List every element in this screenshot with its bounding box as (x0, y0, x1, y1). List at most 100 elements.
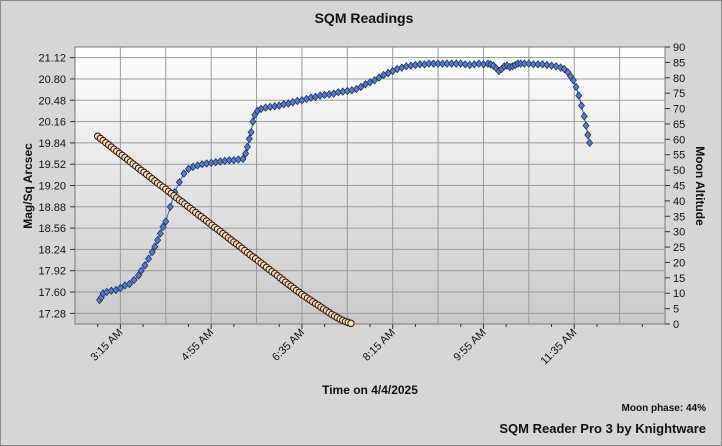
y2-axis-title: Moon Altitude (693, 146, 707, 226)
sqm-point (448, 59, 456, 68)
y-tick-label: 20.80 (38, 74, 66, 86)
y2-tick-label: 40 (673, 196, 685, 208)
y-tick-label: 18.56 (38, 223, 66, 235)
sqm-point (371, 76, 379, 85)
moon-phase-label: Moon phase: 44% (621, 403, 706, 414)
y2-tick-label: 60 (673, 134, 685, 146)
x-axis-title: Time on 4/4/2025 (322, 383, 418, 397)
sqm-point (375, 73, 383, 82)
sqm-point (569, 76, 577, 85)
x-tick-label: 9:55 AM (452, 327, 489, 364)
sqm-point (443, 59, 451, 68)
y2-tick-label: 75 (673, 88, 685, 100)
sqm-point (425, 59, 433, 68)
x-tick-label: 3:15 AM (88, 327, 125, 364)
x-tick-label: 8:15 AM (361, 327, 398, 364)
sqm-point (247, 128, 255, 137)
sqm-point (452, 59, 460, 68)
y2-tick-label: 35 (673, 211, 685, 223)
sqm-point (243, 142, 251, 152)
series-layer (93, 59, 594, 328)
sqm-point (125, 279, 133, 289)
y2-tick-label: 20 (673, 257, 685, 269)
moon-altitude-point (347, 319, 355, 328)
y2-tick-label: 90 (673, 42, 685, 54)
sqm-point (239, 154, 247, 164)
y2-tick-label: 15 (673, 273, 685, 285)
sqm-point (137, 266, 145, 275)
sqm-point (430, 59, 438, 68)
sqm-point (534, 60, 542, 69)
sqm-point (242, 149, 250, 158)
y-tick-label: 18.24 (38, 244, 66, 256)
y-tick-label: 19.84 (38, 138, 66, 150)
sqm-point (154, 235, 162, 245)
y2-tick-label: 45 (673, 181, 685, 193)
sqm-point (135, 271, 143, 280)
y-tick-label: 19.52 (38, 159, 66, 171)
sqm-point (434, 59, 442, 68)
y2-tick-label: 10 (673, 288, 685, 300)
sqm-point (145, 254, 153, 263)
y-tick-label: 17.28 (38, 308, 66, 320)
sqm-point (582, 121, 590, 130)
y2-tick-label: 70 (673, 104, 685, 116)
sqm-point (475, 59, 483, 68)
y-tick-label: 19.20 (38, 181, 66, 193)
sqm-point (548, 61, 556, 70)
y2-tick-label: 80 (673, 73, 685, 85)
y2-tick-label: 50 (673, 165, 685, 177)
x-tick-label: 6:35 AM (270, 327, 307, 364)
sqm-point (166, 202, 174, 212)
y2-tick-label: 5 (673, 304, 679, 316)
sqm-point (116, 283, 124, 293)
y-tick-label: 17.60 (38, 287, 66, 299)
sqm-point (245, 134, 253, 144)
sqm-point (543, 60, 551, 70)
sqm-point (141, 261, 149, 270)
y2-tick-label: 55 (673, 150, 685, 162)
sqm-point (572, 82, 580, 92)
sqm-point (162, 217, 170, 226)
sqm-point (130, 275, 138, 285)
y2-tick-label: 30 (673, 227, 685, 239)
sqm-point (525, 59, 533, 68)
sqm-point (457, 59, 465, 68)
y2-tick-label: 65 (673, 119, 685, 131)
sqm-point (586, 138, 594, 148)
y-axis-title: Mag/Sq Arcsec (21, 143, 35, 229)
sqm-point (249, 117, 257, 126)
sqm-point (577, 101, 586, 110)
sqm-point (584, 130, 592, 140)
sqm-point (357, 82, 365, 92)
sqm-point (529, 60, 537, 69)
y2-tick-label: 85 (673, 57, 685, 69)
sqm-point (538, 60, 546, 69)
y2-tick-label: 0 (673, 319, 679, 331)
sqm-point (580, 112, 588, 121)
sqm-point (520, 59, 528, 68)
y-tick-label: 20.16 (38, 117, 66, 129)
sqm-point (180, 169, 188, 178)
sqm-point (148, 247, 156, 257)
sqm-point (461, 60, 469, 69)
y2-tick-label: 25 (673, 242, 685, 254)
sqm-point (416, 60, 424, 69)
credit-label: SQM Reader Pro 3 by Knightware (499, 421, 706, 436)
x-tick-label: 4:55 AM (179, 327, 216, 364)
y-tick-label: 21.12 (38, 53, 66, 65)
sqm-point (175, 177, 183, 187)
x-tick-label: 11:35 AM (539, 327, 580, 368)
sqm-point (560, 64, 568, 74)
y-tick-label: 18.88 (38, 202, 66, 214)
chart-title: SQM Readings (315, 10, 414, 26)
y-tick-label: 17.92 (38, 266, 66, 278)
sqm-point (225, 155, 233, 165)
sqm-point (575, 91, 583, 100)
y-tick-label: 20.48 (38, 95, 66, 107)
sqm-point (159, 222, 167, 232)
sqm-point (156, 229, 164, 238)
sqm-point (439, 59, 447, 68)
sqm-point (151, 242, 159, 251)
